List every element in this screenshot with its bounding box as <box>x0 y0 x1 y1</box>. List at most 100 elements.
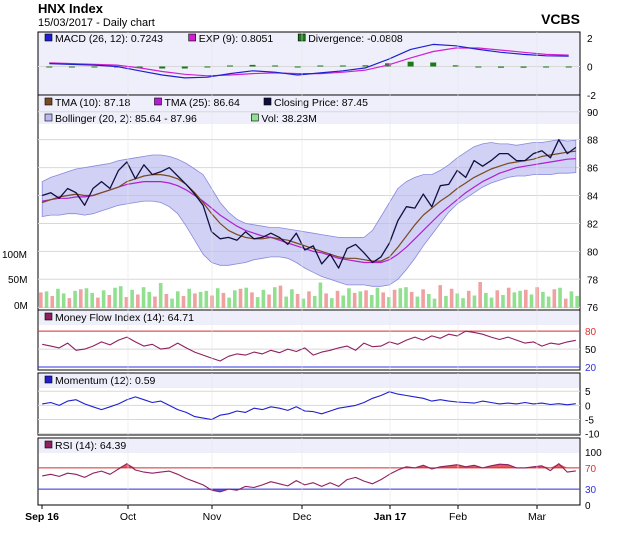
divergence-bar <box>362 65 369 67</box>
price-tick-label: 80 <box>587 247 599 258</box>
mfi-line <box>42 330 576 362</box>
volume-bar <box>415 296 420 308</box>
volume-bar <box>73 290 77 308</box>
volume-bar <box>312 296 317 308</box>
volume-tick-label: 0M <box>14 301 28 312</box>
divergence-bar <box>497 66 504 68</box>
volume-bar <box>352 292 357 308</box>
x-axis-label: Sep 16 <box>25 511 59 523</box>
volume-bar <box>529 294 534 308</box>
volume-bar <box>267 294 271 308</box>
momentum-tick-label: -10 <box>585 430 600 441</box>
volume-bar <box>472 295 477 308</box>
divergence-bar <box>475 66 482 68</box>
divergence-bar <box>159 66 166 69</box>
price-tick-label: 78 <box>587 275 599 286</box>
volume-bar <box>215 288 220 308</box>
divergence-bar <box>181 66 188 69</box>
legend-swatch <box>154 97 162 106</box>
divergence-bar <box>249 64 256 67</box>
divergence-bar <box>565 66 572 68</box>
volume-bar <box>250 292 254 308</box>
rsi-legend-bg <box>39 439 579 453</box>
volume-bar <box>558 287 562 308</box>
divergence-bar <box>91 66 98 68</box>
price-tick-label: 90 <box>587 108 599 119</box>
price-tick-label: 88 <box>587 136 599 147</box>
volume-bar <box>193 293 197 308</box>
volume-bar <box>324 293 328 308</box>
momentum-line <box>42 391 576 421</box>
volume-bar <box>290 289 294 308</box>
volume-bar <box>512 292 517 308</box>
volume-bar <box>541 291 545 308</box>
volume-bar <box>56 288 60 308</box>
volume-bar <box>204 290 209 308</box>
x-axis-label: Jan 17 <box>374 511 407 523</box>
volume-bar <box>495 290 500 308</box>
volume-bar <box>546 296 551 308</box>
x-axis-label: Oct <box>120 511 136 523</box>
divergence-bar <box>339 65 346 67</box>
volume-bar <box>221 292 226 308</box>
price-legend-bg <box>39 96 579 124</box>
volume-bar <box>261 289 266 308</box>
legend-label-1: TMA (25): 86.64 <box>165 97 240 109</box>
volume-bar <box>272 287 277 308</box>
volume-bar <box>518 290 522 308</box>
volume-bar <box>427 293 431 308</box>
volume-tick-label: 50M <box>8 275 27 286</box>
rsi-line <box>42 463 576 493</box>
volume-bar <box>449 288 454 308</box>
legend-swatch <box>44 440 53 449</box>
volume-bar <box>61 293 66 308</box>
volume-bar <box>158 283 163 308</box>
legend-swatch <box>44 97 53 106</box>
volume-bar <box>455 293 460 308</box>
volume-bar <box>398 288 403 308</box>
volume-bar <box>187 288 191 308</box>
volume-bar <box>181 296 186 308</box>
volume-bar <box>130 289 134 308</box>
page-subtitle: 15/03/2017 - Daily chart <box>38 17 155 29</box>
volume-bar <box>330 298 334 308</box>
legend-label-2: Divergence: -0.0808 <box>308 33 403 45</box>
momentum-tick-label: -5 <box>585 415 594 426</box>
volume-bar <box>244 287 249 308</box>
volume-bar <box>147 291 152 308</box>
momentum-legend-bg <box>39 374 579 388</box>
mfi-tick-label: 80 <box>585 327 597 338</box>
volume-bar <box>404 287 408 308</box>
divergence-bar <box>317 65 324 67</box>
brand-label: VCBS <box>541 11 580 27</box>
bollinger-band <box>41 139 577 287</box>
divergence-bar <box>407 61 414 67</box>
volume-bar <box>563 298 568 308</box>
volume-bar <box>141 287 146 308</box>
volume-bar <box>39 292 43 308</box>
price-tick-label: 84 <box>587 192 599 203</box>
legend-swatch <box>44 33 53 42</box>
volume-bar <box>198 291 203 308</box>
volume-bar <box>84 288 89 308</box>
volume-bar <box>347 288 351 308</box>
volume-bar <box>364 290 368 308</box>
closing-price-line <box>41 139 577 269</box>
macd-tick-label: -2 <box>587 91 596 102</box>
divergence-bar <box>68 66 75 68</box>
volume-bar <box>170 298 174 308</box>
volume-tick-label: 100M <box>2 250 27 261</box>
volume-bar <box>96 297 100 308</box>
mfi-legend-bg <box>39 311 579 325</box>
legend-swatch <box>188 33 196 42</box>
mfi-tick-label: 50 <box>585 345 597 356</box>
macd-panel <box>37 31 581 96</box>
volume-bar <box>44 291 49 308</box>
volume-bar <box>444 296 448 308</box>
volume-bar <box>113 287 117 308</box>
legend-label-0: TMA (10): 87.18 <box>55 97 130 109</box>
divergence-bar <box>452 65 459 67</box>
volume-bar <box>489 297 494 308</box>
volume-bar <box>318 282 323 308</box>
